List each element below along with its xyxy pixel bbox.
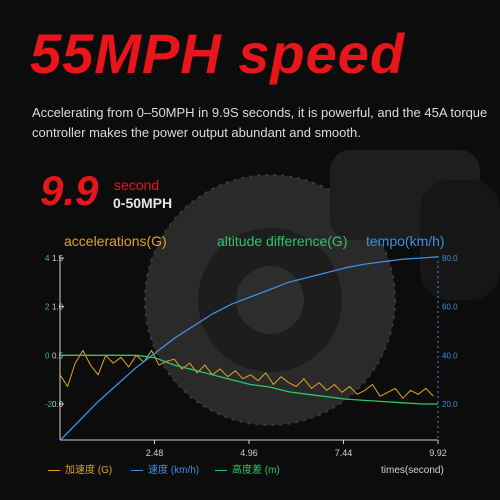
series-line-tempo [59,256,439,441]
y-tick-altitude: 4 [45,254,50,263]
axis-title-tempo: tempo(km/h) [366,233,445,249]
legend-label-altitude: 高度差 (m) [232,465,280,476]
x-tick-label: 7.44 [335,448,353,458]
stat-value: 9.9 [40,167,99,214]
y-tick-acceleration: 1.5 [52,254,64,263]
legend-label-acceleration: 加速度 (G) [65,465,113,476]
headline: 55MPH speed [30,22,406,85]
y-tick-tempo: 20.0 [442,400,458,409]
y-tick-altitude: 2 [45,303,50,312]
description: Accelerating from 0–50MPH in 9.9S second… [32,105,488,140]
x-tick-label: 2.48 [146,448,164,458]
y-tick-tempo: 80.0 [442,254,458,263]
legend-tempo: 速度 (km/h) [131,466,199,476]
x-tick-label: 9.92 [429,448,447,458]
legend-swatch-altitude [215,469,227,471]
y-tick-altitude: -2 [45,400,53,409]
axis-title-accelerations: accelerations(G) [64,233,167,249]
y-tick-tempo: 60.0 [442,303,458,312]
legend-altitude: 高度差 (m) [215,466,280,476]
stat-unit: second [114,177,160,193]
legend-label-tempo: 速度 (km/h) [148,465,200,476]
y-tick-tempo: 40.0 [442,351,458,360]
series-line-altitude [60,354,438,405]
x-axis-title: times(second) [381,465,444,476]
y-tick-acceleration: 0.0 [52,400,64,409]
y-tick-acceleration: 0.5 [52,351,64,360]
x-tick-label: 4.96 [240,448,258,458]
axis-title-altitude: altitude difference(G) [217,233,348,249]
series-line-acceleration [59,350,434,399]
y-tick-altitude: 0 [45,351,50,360]
y-tick-acceleration: 1.0 [52,303,64,312]
stat-caption: 0-50MPH [113,195,173,211]
legend-acceleration: 加速度 (G) [48,466,112,476]
legend-swatch-acceleration [48,469,60,471]
legend-swatch-tempo [131,469,143,471]
